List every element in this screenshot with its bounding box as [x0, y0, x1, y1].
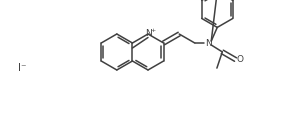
Text: N: N — [145, 29, 151, 38]
Text: N: N — [205, 38, 212, 48]
Text: +: + — [150, 28, 155, 33]
Text: O: O — [236, 55, 243, 64]
Text: I⁻: I⁻ — [18, 63, 26, 73]
